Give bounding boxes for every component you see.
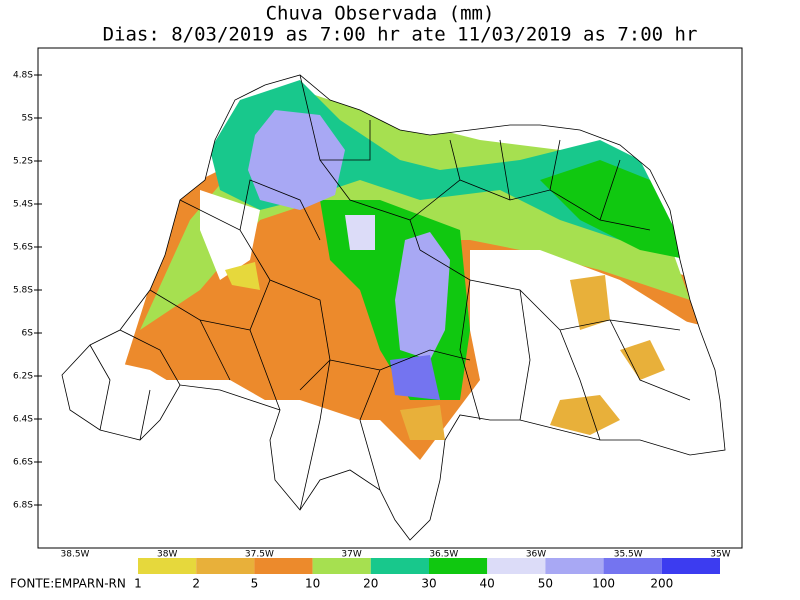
longitude-axis: 38.5W 38W 37.5W 37W 36.5W 36W 35.5W 35W: [61, 550, 731, 560]
lat-label: 6.6S: [13, 458, 33, 468]
lon-label: 35W: [710, 550, 730, 560]
lon-label: 35.5W: [614, 550, 643, 560]
lat-label: 6.4S: [13, 415, 33, 425]
subtitle: Dias: 8/03/2019 as 7:00 hr ate 11/03/201…: [103, 24, 698, 46]
legend-swatch: [254, 558, 313, 574]
source: FONTE:EMPARN-RN: [10, 577, 126, 591]
legend-swatch: [312, 558, 371, 574]
lon-label: 37W: [341, 550, 361, 560]
legend-label: 5: [251, 577, 259, 591]
lat-label: 5.6S: [13, 243, 33, 253]
lat-label: 4.8S: [13, 71, 33, 81]
legend-label: 200: [650, 577, 673, 591]
lat-label: 6S: [22, 329, 34, 339]
title: Chuva Observada (mm): [266, 3, 495, 25]
lat-label: 5.4S: [13, 200, 33, 210]
lon-label: 36.5W: [429, 550, 458, 560]
lon-label: 38W: [157, 550, 177, 560]
legend-swatch: [429, 558, 488, 574]
lat-label: 5.8S: [13, 286, 33, 296]
lat-label: 5S: [22, 114, 34, 124]
legend-label: 10: [305, 577, 320, 591]
legend-swatch: [370, 558, 429, 574]
legend-swatch: [661, 558, 720, 574]
state-outline: [61, 74, 726, 541]
legend-swatch: [196, 558, 255, 574]
lon-label: 37.5W: [245, 550, 274, 560]
lon-label: 36W: [526, 550, 546, 560]
legend-label: 100: [592, 577, 615, 591]
lat-label: 6.2S: [13, 372, 33, 382]
legend-swatch: [138, 558, 197, 574]
legend-label: 40: [480, 577, 495, 591]
legend: 1 2 5 10 20 30 40 50 100 200: [134, 558, 720, 591]
legend-label: 50: [538, 577, 553, 591]
legend-label: 2: [192, 577, 200, 591]
lon-label: 38.5W: [61, 550, 90, 560]
lat-label: 6.8S: [13, 501, 33, 511]
legend-swatch: [487, 558, 546, 574]
legend-swatch: [603, 558, 662, 574]
legend-label: 30: [421, 577, 436, 591]
legend-label: 1: [134, 577, 142, 591]
latitude-axis: 4.8S 5S 5.2S 5.4S 5.6S 5.8S 6S 6.2S 6.4S 6.6S 6.8S: [13, 71, 42, 511]
lat-label: 5.2S: [13, 157, 33, 167]
municipal-boundaries: [89, 74, 691, 511]
legend-swatch: [545, 558, 604, 574]
legend-label: 20: [363, 577, 378, 591]
